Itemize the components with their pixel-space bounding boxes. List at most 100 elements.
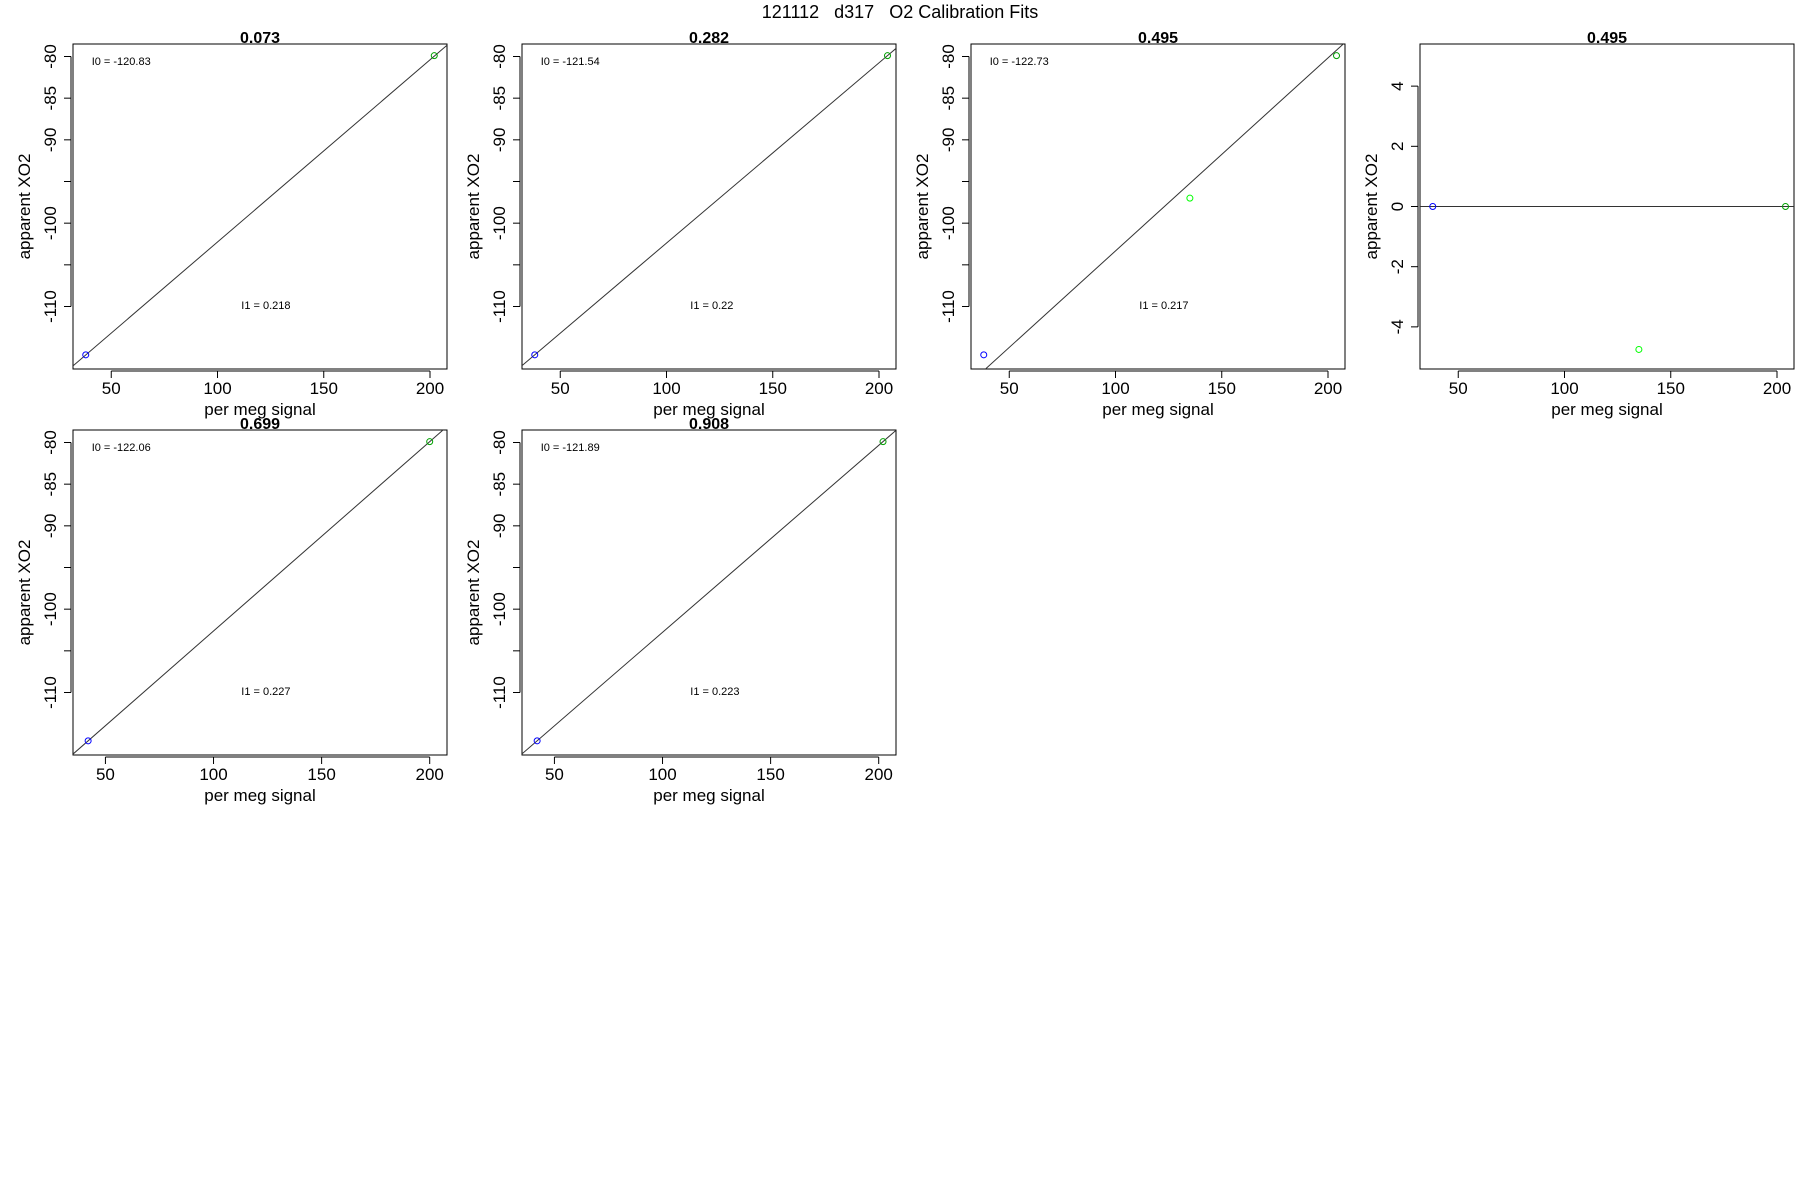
x-tick-label: 150	[310, 379, 338, 398]
y-tick-label: -85	[490, 86, 509, 111]
data-point	[884, 52, 891, 60]
x-axis-label: per meg signal	[204, 400, 316, 419]
x-axis-label: per meg signal	[1102, 400, 1214, 419]
figure-title: 121112 d317 O2 Calibration Fits	[761, 2, 1039, 22]
plot-panel-6: 0.908 50 100 150 200 per meg signal -110 -100 -9…	[464, 416, 897, 805]
x-tick-label: 100	[199, 765, 227, 784]
fit-line	[984, 44, 1345, 369]
data-point	[531, 351, 539, 359]
fit-annotation: I0 = -121.54	[541, 56, 600, 68]
y-axis-label: apparent XO2	[464, 540, 483, 646]
y-tick-label: -100	[41, 206, 60, 240]
y-tick-label: -110	[490, 290, 509, 323]
x-axis-label: per meg signal	[204, 786, 316, 805]
plot-frame	[970, 43, 1346, 370]
plot-panel-3: 0.495 50 100 150 200 per meg signal -110 -100 -9…	[913, 30, 1346, 419]
data-point	[430, 52, 438, 60]
fit-annotation: I0 = -122.73	[990, 56, 1049, 68]
fit-annotation: I1 = 0.218	[241, 300, 290, 312]
data-point	[84, 737, 92, 745]
panel-title: 0.908	[689, 416, 729, 433]
data-point	[1186, 194, 1194, 202]
x-tick-label: 50	[1449, 379, 1468, 398]
x-tick-label: 50	[545, 765, 564, 784]
x-axis-label: per meg signal	[653, 400, 765, 419]
x-tick-label: 50	[1000, 379, 1019, 398]
panel-title: 0.282	[689, 30, 729, 47]
plot-panel-2: 0.282 50 100 150 200 per meg signal -110 -100 -9…	[464, 30, 897, 419]
panel-title: 0.699	[240, 416, 280, 433]
x-tick-label: 200	[865, 379, 893, 398]
y-tick-label: -2	[1388, 259, 1407, 274]
y-tick-label: -80	[939, 44, 958, 69]
x-tick-label: 150	[756, 765, 784, 784]
x-tick-label: 100	[203, 379, 231, 398]
y-tick-label: -80	[41, 430, 60, 455]
y-tick-label: 0	[1388, 202, 1407, 211]
y-axis-label: apparent XO2	[15, 154, 34, 260]
x-tick-label: 100	[648, 765, 676, 784]
y-tick-label: -4	[1388, 319, 1407, 334]
plot-frame	[521, 43, 897, 370]
y-tick-label: -100	[490, 592, 509, 626]
y-axis-label: apparent XO2	[464, 154, 483, 260]
plot-frame	[72, 43, 448, 370]
x-tick-label: 50	[96, 765, 115, 784]
y-tick-label: -110	[490, 676, 509, 709]
x-tick-label: 100	[1101, 379, 1129, 398]
data-point	[533, 737, 541, 745]
x-axis-label: per meg signal	[1551, 400, 1663, 419]
y-tick-label: -90	[490, 514, 509, 539]
y-tick-label: -85	[41, 86, 60, 111]
x-tick-label: 150	[1208, 379, 1236, 398]
x-tick-label: 100	[1550, 379, 1578, 398]
fit-annotation: I0 = -120.83	[92, 56, 151, 68]
fit-line	[522, 48, 896, 367]
fit-annotation: I0 = -121.89	[541, 442, 600, 454]
data-point	[1782, 203, 1789, 210]
panel-title: 0.495	[1587, 30, 1627, 47]
data-point	[980, 351, 988, 359]
fit-annotation: I0 = -122.06	[92, 442, 151, 454]
y-tick-label: -110	[41, 290, 60, 323]
fit-annotation: I1 = 0.223	[690, 686, 739, 698]
fit-annotation: I1 = 0.227	[241, 686, 290, 698]
x-tick-label: 50	[551, 379, 570, 398]
y-tick-label: -85	[939, 86, 958, 111]
plot-panel-5: 0.699 50 100 150 200 per meg signal -110 -100 -9…	[15, 416, 448, 805]
y-tick-label: -85	[41, 472, 60, 497]
x-tick-label: 200	[1314, 379, 1342, 398]
plot-frame	[521, 429, 897, 756]
x-tick-label: 200	[1763, 379, 1791, 398]
data-point	[1333, 52, 1340, 60]
x-tick-label: 200	[416, 379, 444, 398]
fit-annotation: I1 = 0.22	[690, 300, 733, 312]
y-tick-label: -110	[939, 290, 958, 323]
x-tick-label: 50	[102, 379, 121, 398]
y-tick-label: -80	[490, 44, 509, 69]
data-point	[879, 438, 887, 446]
x-tick-label: 150	[759, 379, 787, 398]
plot-panel-1: 0.073 50 100 150 200 per meg signal -110 -100 -9…	[15, 30, 448, 419]
panel-title: 0.495	[1138, 30, 1178, 47]
y-tick-label: -110	[41, 676, 60, 709]
data-point	[1429, 203, 1437, 210]
y-axis-label: apparent XO2	[913, 154, 932, 260]
x-tick-label: 100	[652, 379, 680, 398]
panel-title: 0.073	[240, 30, 280, 47]
x-axis-label: per meg signal	[653, 786, 765, 805]
y-tick-label: -90	[41, 128, 60, 153]
y-axis-label: apparent XO2	[15, 540, 34, 646]
y-tick-label: -100	[490, 206, 509, 240]
data-point	[426, 438, 434, 446]
y-tick-label: -85	[490, 472, 509, 497]
fit-line	[73, 44, 447, 367]
y-tick-label: -80	[41, 44, 60, 69]
y-tick-label: -100	[939, 206, 958, 240]
plot-frame	[72, 429, 448, 756]
data-point	[82, 351, 90, 359]
y-axis-label: apparent XO2	[1362, 154, 1381, 260]
fit-line	[73, 430, 444, 755]
